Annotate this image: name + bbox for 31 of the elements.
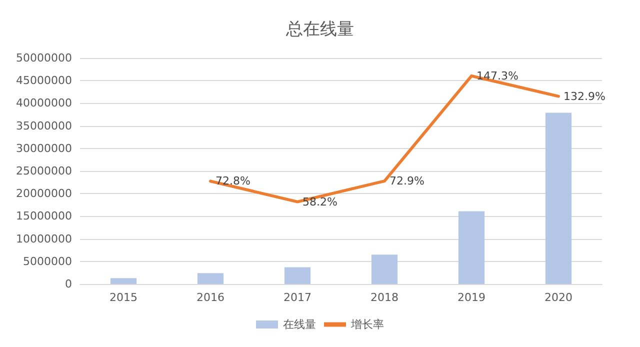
bar (110, 278, 137, 284)
chart-title: 总在线量 (285, 20, 354, 40)
y-tick-label: 10000000 (16, 232, 72, 246)
y-tick-label: 40000000 (16, 96, 72, 110)
bar (284, 267, 311, 284)
data-label: 58.2% (302, 195, 338, 208)
x-tick-label: 2017 (284, 291, 312, 304)
bar (197, 273, 224, 284)
bar (371, 254, 398, 284)
data-label: 72.8% (216, 174, 250, 188)
legend-label: 增长率 (350, 318, 384, 331)
data-label: 147.3% (476, 69, 518, 82)
x-tick-label: 2019 (458, 291, 486, 304)
y-tick-label: 25000000 (16, 164, 72, 178)
x-tick-label: 2015 (110, 291, 138, 304)
y-tick-label: 30000000 (16, 142, 72, 155)
y-tick-label: 15000000 (16, 210, 72, 223)
legend-label: 在线量 (283, 318, 316, 331)
y-tick-label: 0 (65, 278, 72, 290)
x-tick-label: 2016 (196, 291, 224, 304)
x-tick-label: 2018 (370, 291, 398, 304)
y-tick-label: 20000000 (16, 187, 72, 200)
y-tick-label: 35000000 (16, 119, 72, 132)
y-tick-label: 5000000 (23, 254, 72, 268)
data-label: 72.9% (390, 174, 424, 188)
data-label: 132.9% (564, 90, 606, 103)
bar (458, 211, 485, 284)
bar (545, 112, 572, 284)
y-tick-label: 50000000 (16, 52, 72, 64)
y-tick-label: 45000000 (16, 74, 72, 88)
x-tick-label: 2020 (544, 291, 572, 304)
